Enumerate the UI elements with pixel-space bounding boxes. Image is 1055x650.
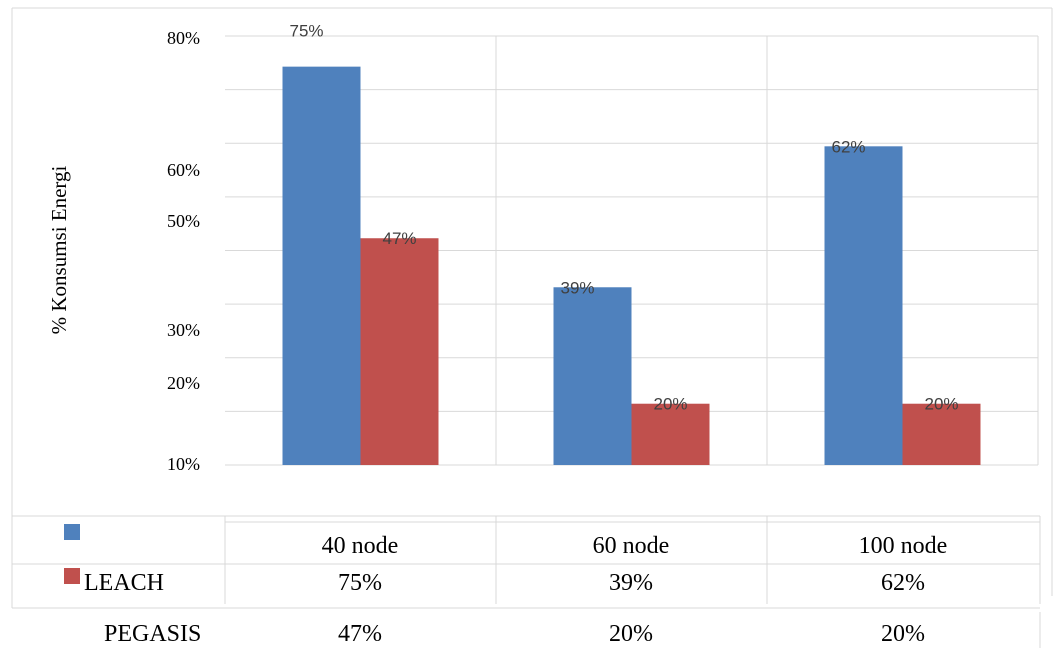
y-tick-label: 20% <box>167 373 200 393</box>
y-tick-label: 30% <box>167 320 200 340</box>
chart-frame <box>11 7 1053 609</box>
table-cell: 20% <box>609 621 653 647</box>
data-label: 47% <box>382 229 416 248</box>
table-header-cell: 40 node <box>322 533 399 559</box>
bars <box>282 66 981 466</box>
data-label: 62% <box>831 137 865 156</box>
data-label: 20% <box>653 395 687 414</box>
legend-swatch-series-2 <box>64 568 80 584</box>
bar <box>824 146 903 466</box>
data-table: 40 node 60 node 100 node LEACH 75% 39% 62% PEGA… <box>11 515 1041 648</box>
table-cell: 20% <box>881 621 925 647</box>
bar <box>631 403 710 465</box>
bar <box>282 66 361 466</box>
y-tick-label: 60% <box>167 160 200 180</box>
y-tick-label: 10% <box>167 454 200 474</box>
table-cell: 39% <box>609 570 653 596</box>
data-labels: 75% 47% 39% 20% 62% 20% <box>289 22 958 414</box>
table-cell: 75% <box>338 570 382 596</box>
table-row-label: LEACH <box>84 570 164 596</box>
y-tick-label: 80% <box>167 28 200 48</box>
table-row-label: PEGASIS <box>104 621 201 647</box>
data-label: 39% <box>560 278 594 297</box>
bar <box>360 238 439 465</box>
data-label: 20% <box>924 395 958 414</box>
table-header-cell: 100 node <box>859 533 948 559</box>
y-axis-label: % Konsumsi Energi <box>47 165 71 334</box>
data-label: 75% <box>289 22 323 41</box>
table-cell: 62% <box>881 570 925 596</box>
y-tick-label: 50% <box>167 211 200 231</box>
y-tick-labels: 80% 60% 50% 30% 20% 10% <box>167 28 200 474</box>
legend-swatch-series-1 <box>64 524 80 540</box>
bar <box>553 287 632 465</box>
table-header-cell: 60 node <box>593 533 670 559</box>
bar <box>902 403 981 465</box>
table-cell: 47% <box>338 621 382 647</box>
